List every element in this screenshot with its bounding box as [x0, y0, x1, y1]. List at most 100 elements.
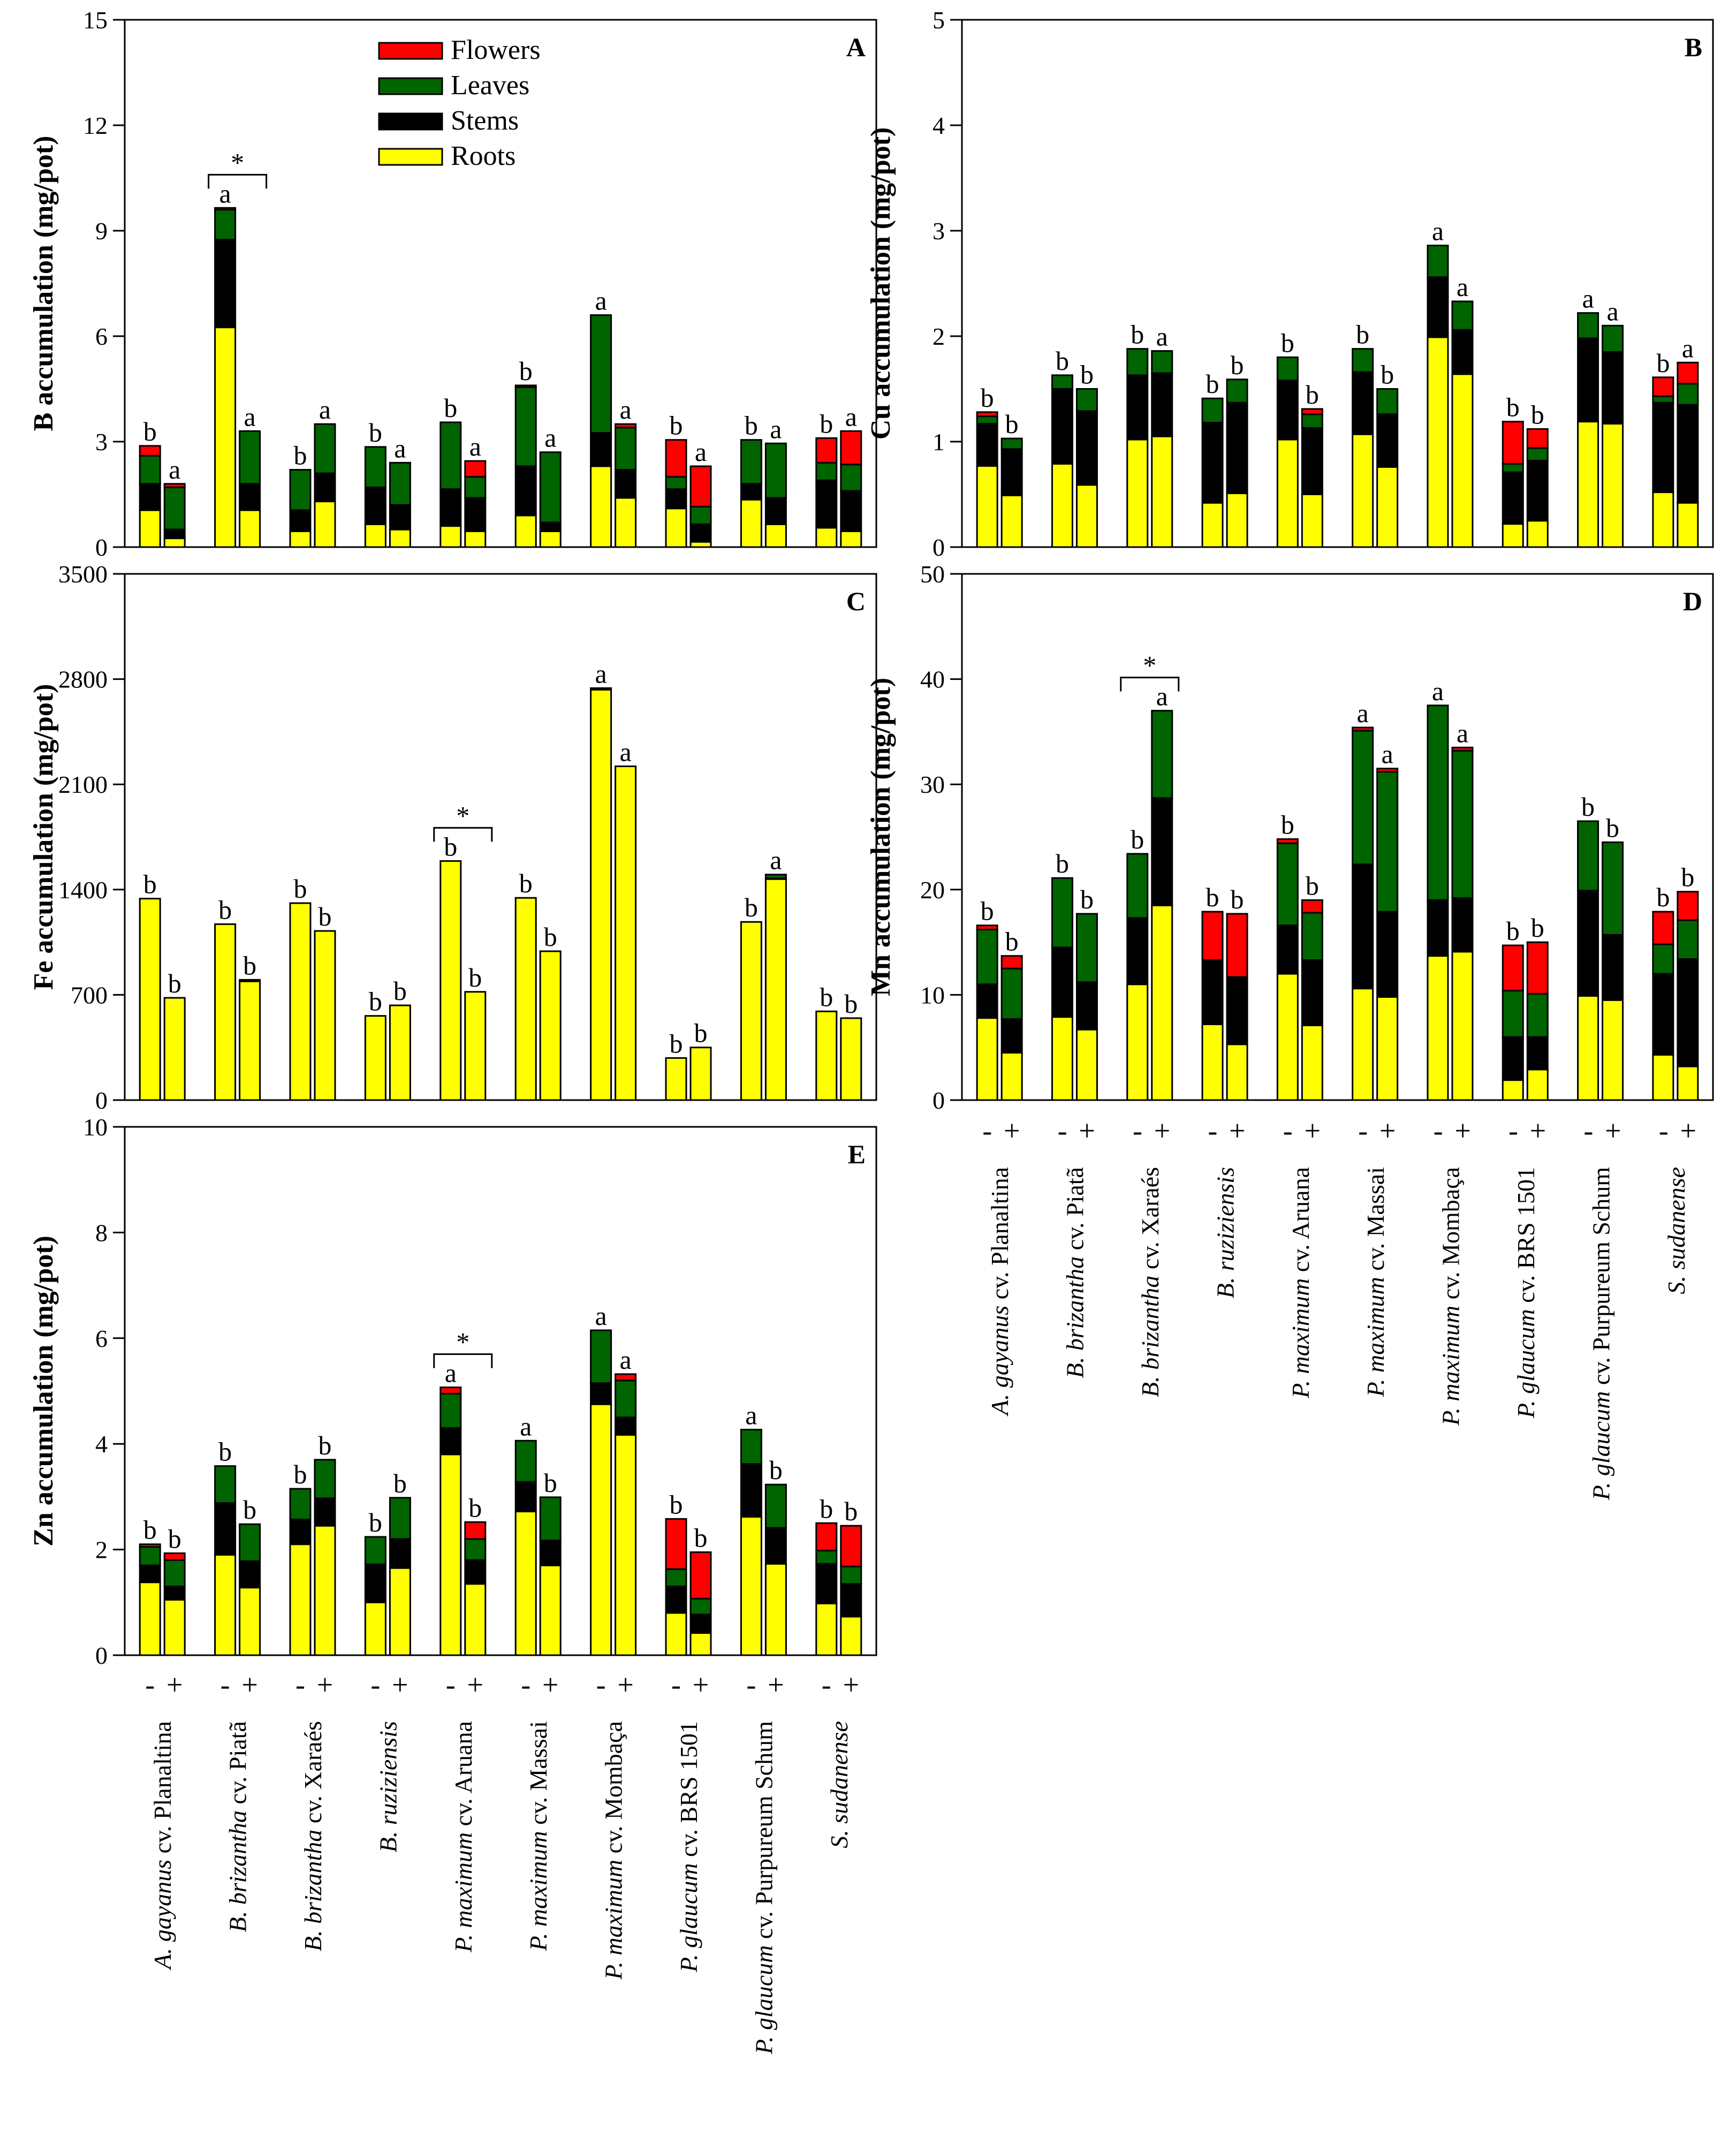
category-species: P. glaucum: [750, 1945, 777, 2055]
significance-letter: b: [844, 989, 858, 1019]
category-label: P. maximum cv. Aruana: [1287, 1167, 1314, 1399]
significance-letter: b: [294, 874, 307, 904]
treatment-sign: +: [1305, 1115, 1321, 1147]
bar-segment-roots: [514, 897, 537, 1101]
significance-letter: b: [1131, 824, 1144, 854]
bar-segment-leaves: [239, 1523, 261, 1562]
category-species: S. sudanense: [825, 1721, 853, 1848]
treatment-sign: +: [1454, 1115, 1470, 1147]
category-species: S. sudanense: [1663, 1167, 1690, 1294]
bar-segment-roots: [590, 465, 612, 548]
bar-segment-stems: [163, 528, 186, 540]
bar-segment-roots: [740, 921, 762, 1101]
bar-segment-stems: [1376, 413, 1399, 468]
significance-letter: b: [844, 1496, 858, 1526]
significance-letter: a: [1432, 676, 1444, 706]
bar-segment-stems: [539, 1540, 562, 1566]
y-axis-title: Cu accumulation (mg/pot): [866, 127, 896, 440]
significance-letter: b: [1306, 870, 1319, 900]
legend-label-roots: Roots: [451, 141, 516, 171]
bar-segment-roots: [1276, 973, 1299, 1101]
significance-letter: b: [294, 441, 307, 471]
bar-segment-leaves: [1502, 463, 1524, 473]
treatment-sign: +: [392, 1669, 408, 1701]
bar-segment-roots: [665, 1057, 687, 1101]
bar-segment-flowers: [665, 1518, 687, 1570]
bar-segment-flowers: [1502, 944, 1524, 992]
bar-segment-leaves: [590, 314, 612, 434]
treatment-sign: +: [1605, 1115, 1621, 1147]
y-tick-label: 0: [95, 534, 108, 561]
significance-letter: a: [619, 395, 631, 425]
y-tick-label: 10: [83, 1113, 108, 1141]
bar-segment-leaves: [364, 446, 386, 488]
significance-letter: b: [1356, 320, 1369, 350]
bar-segment-stems: [1577, 337, 1599, 423]
y-tick-label: 1400: [58, 876, 108, 904]
significance-letter: b: [143, 869, 157, 899]
category-label: B. brizantha cv. Piatã: [1062, 1167, 1089, 1378]
bar-segment-roots: [1526, 520, 1549, 548]
bar-segment-leaves: [314, 423, 336, 474]
category-species: B. ruziziensis: [374, 1721, 401, 1852]
bar-segment-stems: [514, 1481, 537, 1513]
bar-segment-roots: [815, 1602, 838, 1656]
bar-segment-roots: [1051, 1016, 1073, 1101]
bar-segment-roots: [314, 930, 336, 1101]
bar-segment-leaves: [289, 1488, 312, 1520]
significance-letter: a: [695, 437, 707, 467]
significance-letter: a: [469, 431, 481, 461]
bar-segment-leaves: [1427, 245, 1449, 278]
bar-segment-stems: [740, 1463, 762, 1518]
bar-segment-roots: [1652, 1054, 1674, 1101]
bar-segment-stems: [289, 1518, 312, 1545]
significance-letter: a: [1156, 681, 1168, 711]
bar-segment-leaves: [389, 461, 411, 506]
significance-letter: b: [1581, 792, 1595, 822]
bar-segment-roots: [740, 498, 762, 548]
bar-segment-stems: [464, 497, 487, 532]
legend-swatch-flowers: [378, 42, 443, 60]
category-cultivar: cv. Purpureum Schum: [1587, 1167, 1614, 1391]
category-label: P. maximum cv. Aruana: [450, 1721, 477, 1953]
treatment-sign: -: [1058, 1115, 1067, 1147]
bar-segment-flowers: [163, 1552, 186, 1561]
bar-segment-stems: [1602, 934, 1624, 1001]
bar-segment-leaves: [615, 427, 637, 471]
bar-segment-stems: [389, 1538, 411, 1569]
significance-letter: b: [1531, 913, 1544, 943]
bar-segment-leaves: [139, 454, 161, 485]
bar-segment-stems: [239, 1560, 261, 1589]
bar-segment-stems: [514, 465, 537, 517]
bar-segment-leaves: [740, 1429, 762, 1465]
bar-segment-flowers: [1677, 891, 1699, 921]
significance-letter: a: [544, 423, 556, 453]
plot-frame: [124, 19, 877, 548]
significance-letter: a: [1457, 718, 1468, 748]
treatment-sign: +: [617, 1669, 633, 1701]
significance-letter: b: [369, 418, 382, 448]
bar-segment-stems: [1075, 410, 1098, 486]
bar-segment-leaves: [1427, 704, 1449, 901]
bar-segment-stems: [590, 432, 612, 467]
treatment-sign: -: [145, 1669, 155, 1701]
bar-segment-roots: [1502, 523, 1524, 548]
significance-letter: a: [319, 395, 331, 425]
bar-segment-leaves: [1602, 324, 1624, 353]
bar-segment-leaves: [665, 1568, 687, 1588]
y-tick-label: 3: [95, 428, 108, 456]
bar-segment-roots: [514, 514, 537, 548]
treatment-sign: -: [671, 1669, 681, 1701]
bar-segment-leaves: [1276, 842, 1299, 927]
bar-segment-leaves: [1677, 919, 1699, 960]
bar-segment-leaves: [1075, 913, 1098, 983]
bar-segment-leaves: [590, 1329, 612, 1384]
bar-segment-stems: [439, 1427, 462, 1456]
bar-segment-leaves: [1051, 877, 1073, 949]
bar-segment-leaves: [815, 1550, 838, 1565]
category-cultivar: cv. Planaltina: [986, 1167, 1013, 1306]
bar-segment-roots: [1151, 904, 1173, 1101]
panel-letter: C: [846, 586, 866, 616]
treatment-sign: -: [982, 1115, 992, 1147]
bar-segment-flowers: [1652, 376, 1674, 397]
